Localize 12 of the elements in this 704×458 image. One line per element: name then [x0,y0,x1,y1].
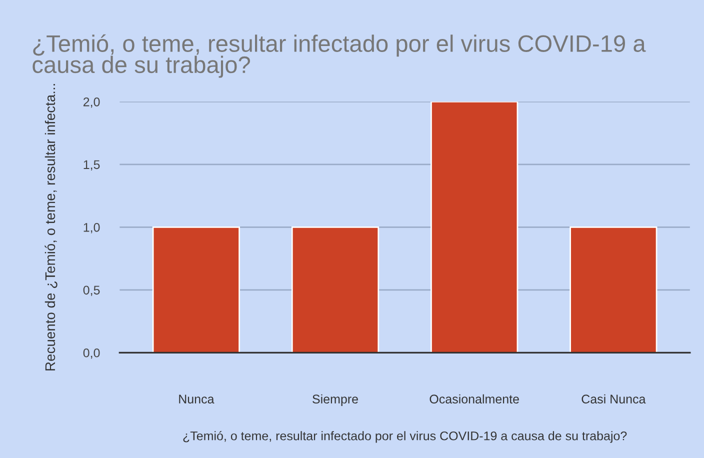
y-tick-label: 1,5 [84,160,100,171]
x-tick-label: Casi Nunca [582,394,646,404]
y-tick-label: 2,0 [83,97,100,108]
y-axis-title: Recuento de ¿Temió, o teme, resultar infecta... [44,84,58,370]
y-tick-label: 0,5 [83,286,100,296]
x-axis-title: ¿Temió, o teme, resultar infectado por el virus COVID-19 a causa de su trabajo? [183,430,627,443]
y-tick-label: 0,0 [83,348,100,359]
x-tick-label: Nunca [179,394,214,404]
x-tick-label: Siempre [312,394,358,406]
x-tick-label: Ocasionalmente [430,394,519,404]
y-tick-label: 1,0 [84,222,100,234]
chart-title: ¿Temió, o teme, resultar infectado por el virus COVID-19 a causa de su trabajo? [32,34,646,78]
